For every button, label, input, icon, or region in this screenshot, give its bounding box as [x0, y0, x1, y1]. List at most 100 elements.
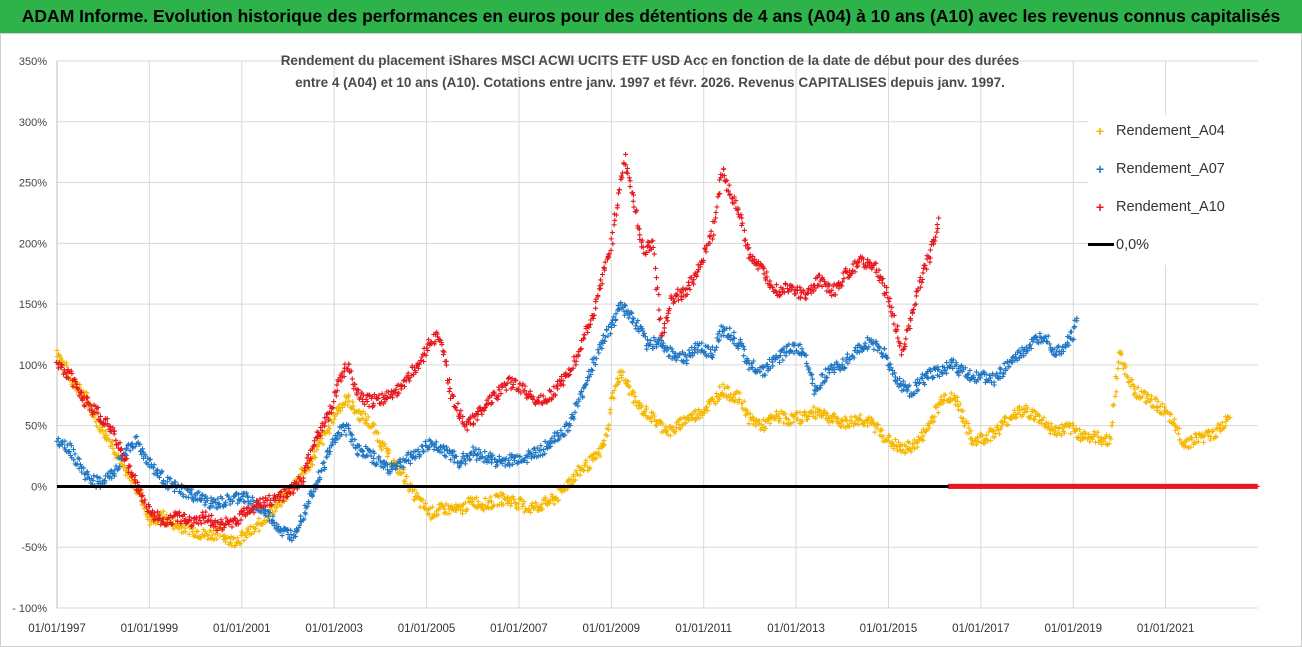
- data-point: [508, 379, 514, 385]
- data-point: [595, 293, 601, 299]
- data-point: [343, 432, 349, 438]
- data-point: [248, 532, 254, 538]
- data-point: [315, 479, 321, 485]
- data-point: [924, 374, 930, 380]
- data-point: [167, 475, 173, 481]
- data-point: [210, 503, 216, 509]
- data-point: [316, 469, 321, 475]
- data-point: [95, 405, 101, 410]
- data-point: [571, 416, 577, 422]
- data-point: [583, 457, 589, 463]
- data-point: [244, 535, 250, 540]
- data-point: [643, 406, 649, 412]
- data-point: [682, 420, 688, 426]
- data-point: [379, 447, 385, 453]
- data-point: [615, 380, 621, 386]
- data-point: [589, 368, 595, 374]
- data-point: [606, 323, 612, 329]
- data-point: [400, 470, 406, 475]
- data-point: [626, 175, 632, 181]
- data-point: [908, 449, 914, 455]
- data-point: [551, 501, 557, 507]
- data-point: [427, 444, 433, 450]
- data-point: [332, 439, 338, 445]
- data-point: [713, 210, 719, 215]
- data-point: [907, 326, 913, 331]
- data-point: [874, 425, 880, 431]
- data-point: [421, 449, 427, 455]
- data-point: [132, 444, 138, 450]
- data-point: [366, 403, 372, 409]
- data-point: [79, 469, 85, 475]
- data-point: [1021, 410, 1027, 415]
- data-point: [453, 405, 458, 410]
- data-point: [331, 416, 337, 422]
- data-point: [884, 285, 890, 291]
- data-point: [811, 391, 817, 397]
- data-point: [563, 422, 569, 427]
- data-point: [463, 458, 468, 464]
- data-point: [252, 525, 258, 531]
- data-point: [501, 491, 506, 497]
- data-point: [616, 190, 621, 196]
- data-point: [320, 460, 326, 466]
- page-banner: ADAM Informe. Evolution historique des p…: [0, 0, 1302, 33]
- data-point: [808, 290, 814, 296]
- data-point: [810, 376, 816, 382]
- data-point: [1031, 416, 1037, 422]
- data-point: [686, 417, 692, 423]
- data-point: [756, 421, 762, 426]
- data-point: [331, 399, 337, 405]
- data-point: [360, 399, 366, 405]
- data-point: [1139, 394, 1145, 400]
- data-point: [346, 392, 352, 398]
- data-point: [151, 462, 157, 468]
- data-point: [120, 452, 125, 458]
- data-point: [839, 283, 845, 289]
- data-point: [805, 417, 810, 422]
- data-point: [642, 334, 648, 340]
- data-point: [616, 379, 622, 385]
- data-point: [488, 494, 494, 500]
- data-point: [297, 522, 303, 528]
- data-point: [1014, 414, 1019, 420]
- data-point: [304, 460, 310, 466]
- data-point: [317, 440, 323, 446]
- data-point: [346, 398, 352, 404]
- data-point: [489, 400, 495, 406]
- data-point: [625, 379, 631, 385]
- data-point: [256, 516, 262, 522]
- data-point: [598, 277, 604, 283]
- data-point: [572, 409, 578, 415]
- data-point: [405, 370, 411, 376]
- data-point: [308, 455, 314, 461]
- data-point: [840, 356, 846, 362]
- data-point: [958, 415, 964, 420]
- data-point: [238, 508, 244, 514]
- data-point: [862, 340, 868, 346]
- data-point: [303, 511, 309, 517]
- data-point: [1126, 380, 1132, 386]
- data-point: [733, 198, 739, 204]
- data-point: [587, 465, 593, 471]
- data-point: [589, 367, 594, 373]
- data-point: [475, 451, 480, 457]
- data-point: [615, 202, 621, 208]
- data-point: [54, 347, 60, 353]
- chart-title: Rendement du placement iShares MSCI ACWI…: [190, 50, 1110, 94]
- data-point: [934, 222, 940, 228]
- data-point: [439, 342, 445, 348]
- data-point: [656, 307, 662, 313]
- data-point: [237, 541, 243, 547]
- data-point: [208, 495, 214, 501]
- data-point: [684, 292, 690, 297]
- data-point: [660, 421, 666, 427]
- data-point: [916, 380, 922, 386]
- data-point: [873, 260, 879, 266]
- data-point: [549, 395, 555, 401]
- data-point: [891, 446, 897, 452]
- data-point: [448, 457, 454, 463]
- data-point: [125, 443, 131, 449]
- data-point: [1162, 404, 1167, 410]
- data-point: [676, 297, 681, 303]
